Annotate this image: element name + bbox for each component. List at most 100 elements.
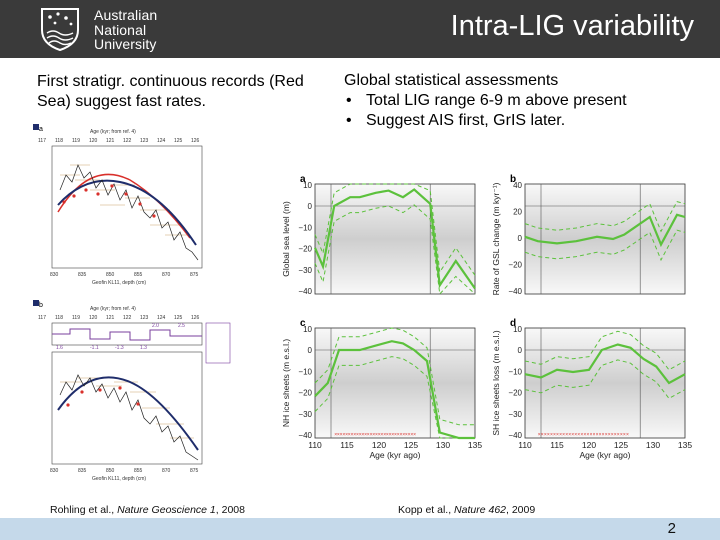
sample-marker: × [544,432,547,438]
median-line [524,343,686,385]
purple-rate-steps [52,328,202,341]
sample-marker: × [361,432,364,438]
sample-marker: × [586,432,589,438]
red-data-points [62,184,156,218]
sample-marker: × [568,432,571,438]
rate-annotation: 2.0 [152,323,159,329]
sample-marker: × [367,432,370,438]
y-axis-label: Rate of GSL change (m kyr⁻¹) [491,182,501,295]
x-tick-label: 135 [468,440,482,450]
top-tick: 126 [191,138,200,144]
top-tick: 117 [38,138,46,144]
panel-b-marker [33,300,39,306]
bottom-axis-ticks: 830 835 850 855 870 875 [50,272,199,278]
slide-title: Intra-LIG variability [450,10,694,42]
y-tick-label: −10 [508,367,522,376]
bottom-tick: 855 [134,272,143,278]
university-name-line-2: National [94,21,147,38]
university-name-line-3: University [94,36,157,52]
sample-marker: × [626,432,629,438]
bottom-tick: 835 [78,468,87,474]
bullet-list: Total LIG range 6-9 m above present Sugg… [344,91,714,131]
top-tick: 125 [174,138,183,144]
red-fit-curve [57,173,191,239]
right-heading: Global statistical assessments [344,72,559,89]
top-tick: 119 [72,138,80,144]
anu-logo: Australian National University [36,6,186,54]
panel-label: a [300,174,306,185]
top-axis-title: Age (kyr; from ref. 4) [90,306,136,312]
sample-marker: × [617,432,620,438]
lower-bound-line [314,356,475,439]
sample-marker: × [538,432,541,438]
sample-marker: × [359,432,362,438]
median-line [524,213,686,248]
sample-marker: × [547,432,550,438]
x-axis-label: Age (kyr ago) [579,450,630,460]
footer-bar [0,518,720,540]
y-tick-label: 0 [308,346,313,355]
uncertainty-cloud [525,328,685,438]
top-tick: 123 [140,315,149,321]
sample-marker: × [337,432,340,438]
sample-marker: × [378,432,381,438]
sample-marker: × [356,432,359,438]
bottom-tick: 830 [50,272,59,278]
university-name: Australian National University [94,8,157,52]
sample-marker: × [334,432,337,438]
sample-marker: × [577,432,580,438]
kopp-panel-d: × × × × × × × × × × × × × × × × × × × × × × × × × × × × × ×d100−10−20… [491,318,692,460]
x-tick-label: 110 [308,440,322,450]
bottom-tick: 850 [106,272,115,278]
rate-annotation: -1.3 [115,345,124,351]
navy-fit-curve [57,376,199,451]
y-tick-label: 0 [518,346,523,355]
panel-label: b [510,174,516,185]
plot-frame [524,183,686,295]
bottom-tick: 850 [106,468,115,474]
citation-authors: Kopp et al., [398,504,455,516]
top-tick: 119 [72,315,80,321]
uncertainty-cloud [315,184,475,294]
kopp-panel-b: b40 20 0 −20 −40 Rate of GSL change (m kyr⁻¹) [491,174,686,296]
panel-label: c [300,318,306,329]
citation-journal: Nature 462 [454,504,506,516]
y-tick-label: −40 [508,431,522,440]
top-tick: 121 [106,138,115,144]
bottom-tick: 870 [162,272,171,278]
x-tick-label: 130 [436,440,450,450]
sample-marker: × [386,432,389,438]
y-tick-label: −30 [508,410,522,419]
citation-year: , 2008 [215,504,245,516]
bottom-axis-title: Geofin KL11, depth (cm) [92,280,146,286]
sample-marker: × [413,432,416,438]
panel-a-marker [33,124,39,130]
x-tick-label: 130 [646,440,660,450]
y-tick-label: 10 [303,325,312,334]
sample-marker: × [562,432,565,438]
left-citation: Rohling et al., Nature Geoscience 1, 200… [50,504,245,516]
navy-fit-curve [57,179,197,246]
plot-frame [51,351,203,465]
top-axis-ticks: 117 118 119 120 121 122 123 124 125 126 [38,138,200,144]
plot-frame [524,327,686,439]
upper-bound-line [524,201,686,233]
top-tick: 118 [55,138,63,144]
sample-marker: × [408,432,411,438]
sample-marker: × [397,432,400,438]
sample-marker: × [623,432,626,438]
y-tick-label: −30 [298,266,312,275]
x-tick-label: 120 [582,440,596,450]
sample-marker: × [620,432,623,438]
y-tick-label: −10 [298,223,312,232]
y-tick-label: 10 [303,181,312,190]
sample-marker: × [599,432,602,438]
bottom-tick: 870 [162,468,171,474]
y-tick-label: −40 [298,287,312,296]
y-tick-label: −20 [508,261,522,270]
lower-bound-line [524,359,686,400]
x-tick-label: 115 [550,440,564,450]
citation-authors: Rohling et al., [50,504,118,516]
x-tick-label: 110 [518,440,532,450]
